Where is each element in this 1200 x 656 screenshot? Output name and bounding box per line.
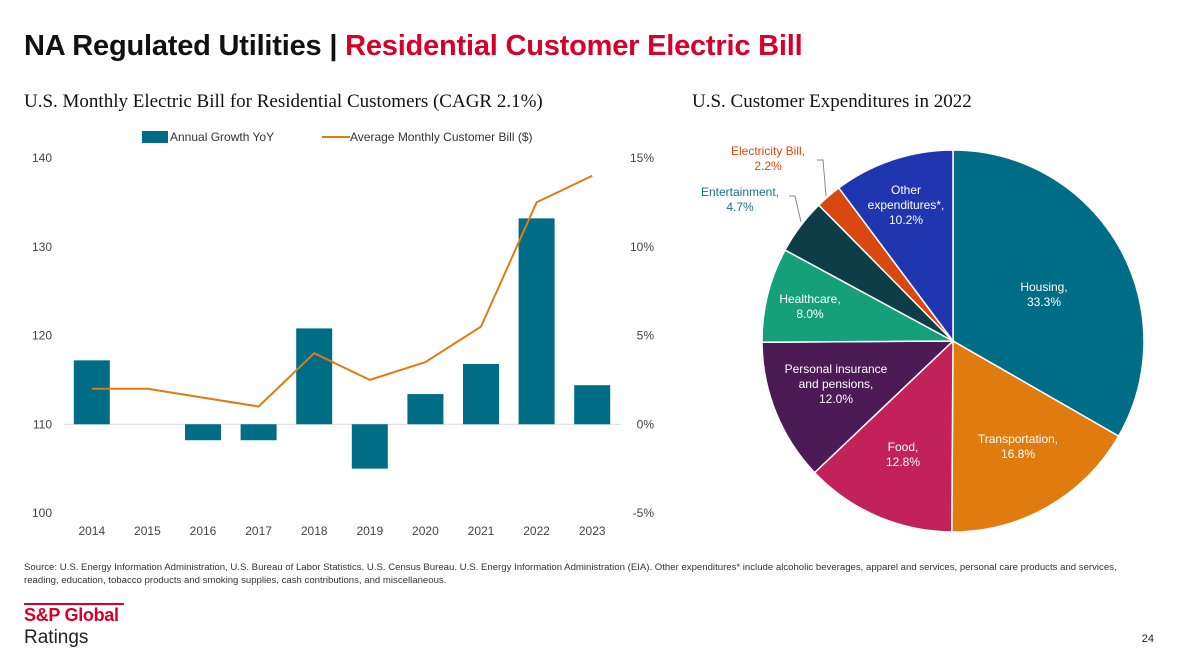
title-separator: | (329, 30, 338, 62)
logo-ratings: Ratings (24, 627, 89, 648)
pie-label-4: Healthcare, 8.0% (779, 292, 840, 321)
growth-bar-2014 (73, 360, 110, 425)
pie-slice-0 (952, 149, 1145, 438)
right-axis-tick: 15% (630, 151, 654, 165)
pie-label-6: Electricity Bill, 2.2% (731, 144, 805, 173)
pie-label-0: Housing, 33.3% (1020, 280, 1067, 309)
x-axis-tick: 2023 (579, 524, 606, 538)
pie-label-1: Transportation, 16.8% (978, 432, 1058, 461)
title-accent: Residential Customer Electric Bill (345, 30, 803, 62)
pie-leader-line-6 (817, 159, 827, 197)
right-axis-tick: -5% (633, 506, 655, 520)
right-axis-tick: 5% (637, 329, 655, 343)
page-number: 24 (1141, 633, 1154, 645)
pie-slice-4 (761, 249, 954, 343)
x-axis-tick: 2020 (412, 524, 439, 538)
pie-slice-3 (761, 340, 955, 474)
left-axis-tick: 140 (32, 151, 52, 165)
left-axis-tick: 130 (32, 240, 52, 254)
pie-chart-title: U.S. Customer Expenditures in 2022 (692, 91, 972, 112)
x-axis-tick: 2017 (245, 524, 272, 538)
x-axis-tick: 2022 (523, 524, 550, 538)
pie-slice-2 (813, 339, 954, 533)
source-note: Source: U.S. Energy Information Administ… (24, 562, 1117, 586)
growth-bar-2019 (351, 424, 388, 469)
pie-label-2: Food, 12.8% (886, 440, 920, 469)
pie-label-7: Other expenditures*, 10.2% (868, 183, 945, 227)
avg-bill-line (91, 174, 593, 408)
growth-bar-2016 (185, 424, 221, 441)
pie-slice-7 (837, 149, 954, 344)
legend-label-growth: Annual Growth YoY (170, 130, 274, 144)
legend-label-bill: Average Monthly Customer Bill ($) (350, 130, 533, 144)
left-axis-tick: 120 (32, 329, 52, 343)
legend-swatch-growth (142, 131, 168, 143)
pie-label-3: Personal insurance and pensions, 12.0% (785, 362, 888, 406)
growth-bar-2023 (574, 385, 611, 425)
bar-chart-title: U.S. Monthly Electric Bill for Residenti… (24, 91, 543, 112)
x-axis-tick: 2019 (356, 524, 383, 538)
pie-label-5: Entertainment, 4.7% (701, 185, 779, 214)
growth-bar-2017 (240, 424, 277, 441)
x-axis-tick: 2015 (134, 524, 161, 538)
right-axis-tick: 0% (637, 417, 655, 431)
right-axis-tick: 10% (630, 240, 654, 254)
growth-bar-2021 (463, 363, 499, 425)
pie-leader-line-5 (789, 195, 802, 223)
x-axis-tick: 2018 (301, 524, 328, 538)
title-main: NA Regulated Utilities (24, 30, 322, 62)
x-axis-tick: 2021 (468, 524, 495, 538)
logo-sp-global: S&P Global (24, 605, 119, 625)
left-axis-tick: 100 (32, 506, 52, 520)
growth-bar-2022 (518, 218, 555, 425)
x-axis-tick: 2016 (190, 524, 217, 538)
growth-bar-2020 (407, 394, 444, 425)
pie-slice-1 (951, 339, 1120, 533)
logo-rule (24, 603, 124, 605)
x-axis-tick: 2014 (78, 524, 105, 538)
growth-bar-2018 (296, 328, 333, 425)
left-axis-tick: 110 (33, 417, 52, 431)
page-title: NA Regulated Utilities | Residential Cus… (24, 30, 803, 63)
